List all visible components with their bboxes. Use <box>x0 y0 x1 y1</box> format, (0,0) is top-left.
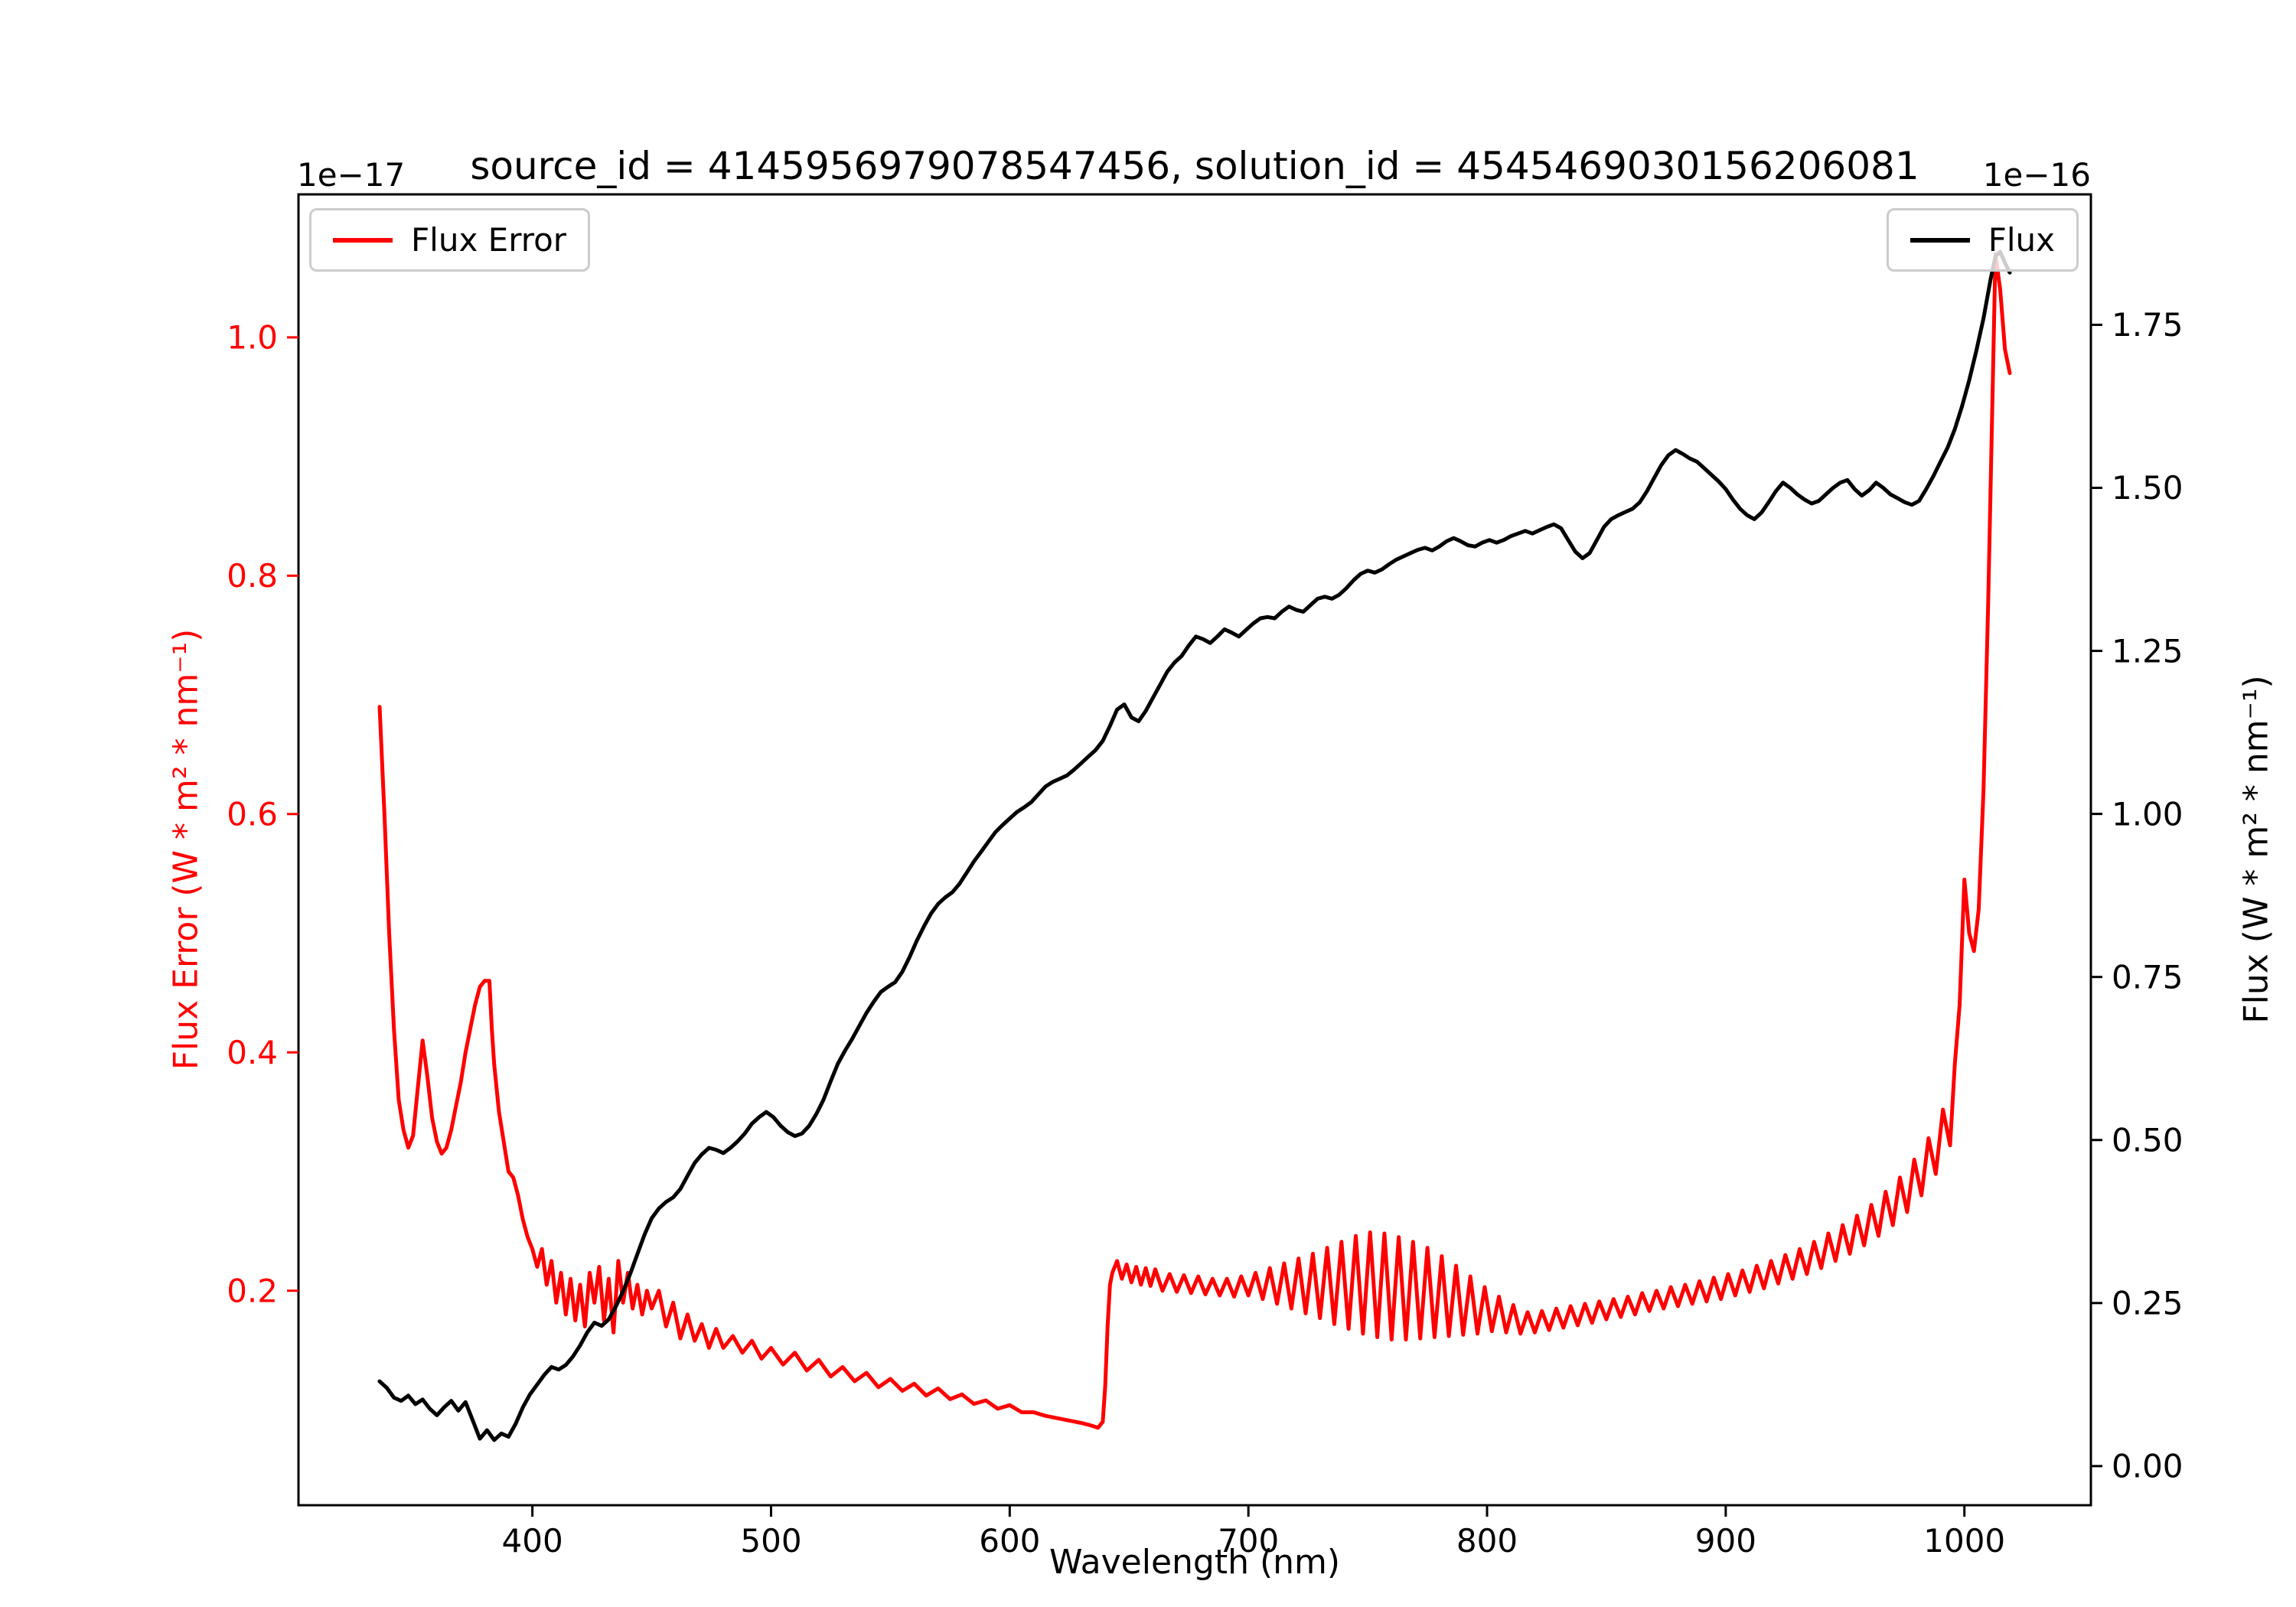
left-y-tick-label: 0.8 <box>227 557 278 595</box>
left-axis-label: Flux Error (W * m² * nm⁻¹) <box>166 628 206 1071</box>
x-tick-label: 900 <box>1695 1522 1756 1560</box>
x-tick-label: 400 <box>502 1522 563 1560</box>
flux-error-line-swatch <box>333 237 393 243</box>
flux-line-swatch <box>1910 237 1970 243</box>
x-tick-label: 700 <box>1218 1522 1279 1560</box>
right-y-tick-label: 0.00 <box>2112 1448 2183 1485</box>
right-y-tick-label: 1.00 <box>2112 795 2183 833</box>
x-tick-label: 800 <box>1456 1522 1518 1560</box>
series-line-flux <box>377 249 2012 1442</box>
chart-title: source_id = 4145956979078547456, solutio… <box>470 144 1919 188</box>
legend-flux-label: Flux <box>1988 221 2055 259</box>
left-axis-offset-text: 1e−17 <box>297 156 406 194</box>
right-y-tick-label: 0.25 <box>2112 1285 2183 1322</box>
right-axis-label: Flux (W * m² * nm⁻¹) <box>2236 675 2276 1024</box>
right-y-tick-label: 1.25 <box>2112 632 2183 670</box>
left-y-tick-label: 0.4 <box>227 1034 278 1071</box>
series-line-flux-error <box>377 252 2012 1430</box>
left-y-tick-label: 0.6 <box>227 795 278 833</box>
legend-flux-error: Flux Error <box>309 208 591 272</box>
legend-flux: Flux <box>1886 208 2079 272</box>
right-axis-offset-text: 1e−16 <box>1982 156 2091 194</box>
axes-spines <box>297 193 2092 1507</box>
x-tick-label: 1000 <box>1923 1522 2005 1560</box>
right-y-tick-label: 0.75 <box>2112 958 2183 996</box>
x-tick-label: 600 <box>979 1522 1040 1560</box>
left-y-tick-label: 1.0 <box>227 319 278 357</box>
x-tick-label: 500 <box>740 1522 801 1560</box>
x-axis-label: Wavelength (nm) <box>1049 1543 1341 1582</box>
right-y-tick-label: 1.75 <box>2112 306 2183 344</box>
left-y-tick-label: 0.2 <box>227 1272 278 1309</box>
right-y-tick-label: 1.50 <box>2112 469 2183 507</box>
legend-flux-error-label: Flux Error <box>411 221 567 259</box>
right-y-tick-label: 0.50 <box>2112 1121 2183 1159</box>
